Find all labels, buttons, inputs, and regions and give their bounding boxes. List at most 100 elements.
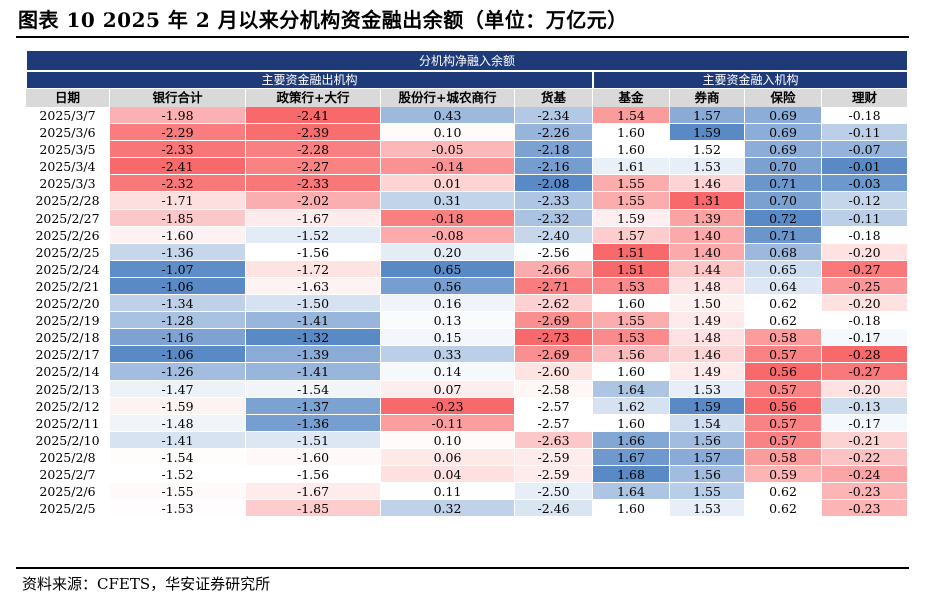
table-row: 2025/2/17 -1.06 -1.39 0.33 -2.69 1.56 1.46 0.57… <box>26 346 908 364</box>
value-cell: -2.66 <box>515 260 593 278</box>
value-cell: -2.16 <box>515 158 593 176</box>
value-cell: 1.53 <box>670 500 745 518</box>
value-cell: -1.41 <box>110 431 246 449</box>
value-cell: 1.53 <box>670 380 745 398</box>
table-row: 2025/2/12 -1.59 -1.37 -0.23 -2.57 1.62 1.59 0.5… <box>26 397 908 415</box>
value-cell: -0.23 <box>822 500 908 518</box>
value-cell: 1.44 <box>670 260 745 278</box>
value-cell: 0.57 <box>745 380 822 398</box>
group-header-borrow: 主要资金融入机构 <box>593 71 908 89</box>
value-cell: 0.04 <box>381 465 515 484</box>
value-cell: -2.57 <box>515 397 593 415</box>
column-header: 货基 <box>515 89 593 107</box>
value-cell: -0.18 <box>822 107 908 125</box>
value-cell: 0.62 <box>745 483 822 501</box>
value-cell: 1.59 <box>670 124 745 142</box>
value-cell: 0.32 <box>381 500 515 518</box>
value-cell: 1.59 <box>593 209 670 227</box>
date-cell: 2025/2/14 <box>26 363 110 381</box>
source-note: 资料来源：CFETS，华安证券研究所 <box>22 575 271 593</box>
value-cell: -1.07 <box>110 260 246 278</box>
column-header: 股份行+城农商行 <box>381 89 515 107</box>
value-cell: 1.55 <box>670 483 745 501</box>
table-row: 2025/2/20 -1.34 -1.50 0.16 -2.62 1.60 1.50 0.62… <box>26 295 908 313</box>
value-cell: -1.41 <box>246 312 381 330</box>
value-cell: 1.46 <box>670 346 745 364</box>
value-cell: 0.58 <box>745 448 822 466</box>
value-cell: -2.50 <box>515 483 593 501</box>
value-cell: -2.69 <box>515 346 593 364</box>
value-cell: -2.40 <box>515 226 593 244</box>
value-cell: -2.28 <box>246 141 381 159</box>
table-row: 2025/2/21 -1.06 -1.63 0.56 -2.71 1.53 1.48 0.64… <box>26 277 908 296</box>
value-cell: 0.57 <box>745 431 822 449</box>
value-cell: 0.13 <box>381 312 515 330</box>
value-cell: -2.33 <box>110 141 246 159</box>
value-cell: 0.14 <box>381 363 515 381</box>
table-row: 2025/2/18 -1.16 -1.32 0.15 -2.73 1.53 1.48 0.58… <box>26 329 908 347</box>
value-cell: 1.40 <box>670 226 745 244</box>
value-cell: -0.13 <box>822 397 908 415</box>
date-cell: 2025/2/28 <box>26 192 110 210</box>
value-cell: 1.48 <box>670 329 745 347</box>
value-cell: 0.62 <box>745 295 822 313</box>
value-cell: -1.16 <box>110 329 246 347</box>
value-cell: 0.59 <box>745 465 822 484</box>
date-cell: 2025/3/6 <box>26 124 110 142</box>
value-cell: -1.59 <box>110 397 246 415</box>
value-cell: -0.11 <box>822 124 908 142</box>
value-cell: -2.60 <box>515 363 593 381</box>
column-header-row: 日期 银行合计 政策行+大行 股份行+城农商行 货基 基金 券商 保险 理财 <box>26 89 908 107</box>
value-cell: -1.06 <box>110 277 246 296</box>
value-cell: -0.22 <box>822 448 908 466</box>
value-cell: 1.55 <box>593 312 670 330</box>
value-cell: -1.47 <box>110 380 246 398</box>
date-cell: 2025/2/6 <box>26 483 110 501</box>
table-row: 2025/2/25 -1.36 -1.56 0.20 -2.56 1.51 1.40 0.68… <box>26 243 908 261</box>
date-cell: 2025/2/11 <box>26 414 110 432</box>
top-rule <box>16 36 909 38</box>
value-cell: 1.60 <box>593 124 670 142</box>
value-cell: -1.71 <box>110 192 246 210</box>
column-header: 理财 <box>822 89 908 107</box>
value-cell: 1.64 <box>593 380 670 398</box>
value-cell: 1.56 <box>670 431 745 449</box>
table-row: 2025/2/8 -1.54 -1.60 0.06 -2.59 1.67 1.57 0.58-… <box>26 448 908 466</box>
date-cell: 2025/2/20 <box>26 295 110 313</box>
value-cell: -1.98 <box>110 107 246 125</box>
value-cell: 1.62 <box>593 397 670 415</box>
value-cell: -1.63 <box>246 277 381 296</box>
date-cell: 2025/2/25 <box>26 243 110 261</box>
table-row: 2025/3/5 -2.33 -2.28 -0.05 -2.18 1.60 1.52 0.69… <box>26 141 908 159</box>
value-cell: -1.48 <box>110 414 246 432</box>
value-cell: 1.53 <box>593 329 670 347</box>
value-cell: 0.70 <box>745 192 822 210</box>
value-cell: -2.46 <box>515 500 593 518</box>
value-cell: -0.11 <box>381 414 515 432</box>
value-cell: -1.85 <box>246 500 381 518</box>
table-row: 2025/2/24 -1.07 -1.72 0.65 -2.66 1.51 1.44 0.65… <box>26 260 908 278</box>
value-cell: -1.28 <box>110 312 246 330</box>
column-header: 保险 <box>745 89 822 107</box>
value-cell: -0.08 <box>381 226 515 244</box>
value-cell: 0.64 <box>745 277 822 296</box>
value-cell: 0.69 <box>745 141 822 159</box>
date-cell: 2025/2/24 <box>26 260 110 278</box>
value-cell: -2.32 <box>110 175 246 193</box>
value-cell: -2.63 <box>515 431 593 449</box>
table-band-title: 分机构净融入余额 <box>26 50 908 71</box>
value-cell: 1.60 <box>593 295 670 313</box>
value-cell: 1.55 <box>593 175 670 193</box>
value-cell: -2.57 <box>515 414 593 432</box>
value-cell: 0.33 <box>381 346 515 364</box>
value-cell: 0.57 <box>745 414 822 432</box>
date-cell: 2025/2/27 <box>26 209 110 227</box>
date-cell: 2025/2/7 <box>26 465 110 484</box>
value-cell: -1.53 <box>110 500 246 518</box>
value-cell: -1.56 <box>246 243 381 261</box>
value-cell: -0.20 <box>822 243 908 261</box>
date-cell: 2025/2/5 <box>26 500 110 518</box>
value-cell: -0.17 <box>822 329 908 347</box>
value-cell: 0.71 <box>745 226 822 244</box>
value-cell: 0.06 <box>381 448 515 466</box>
